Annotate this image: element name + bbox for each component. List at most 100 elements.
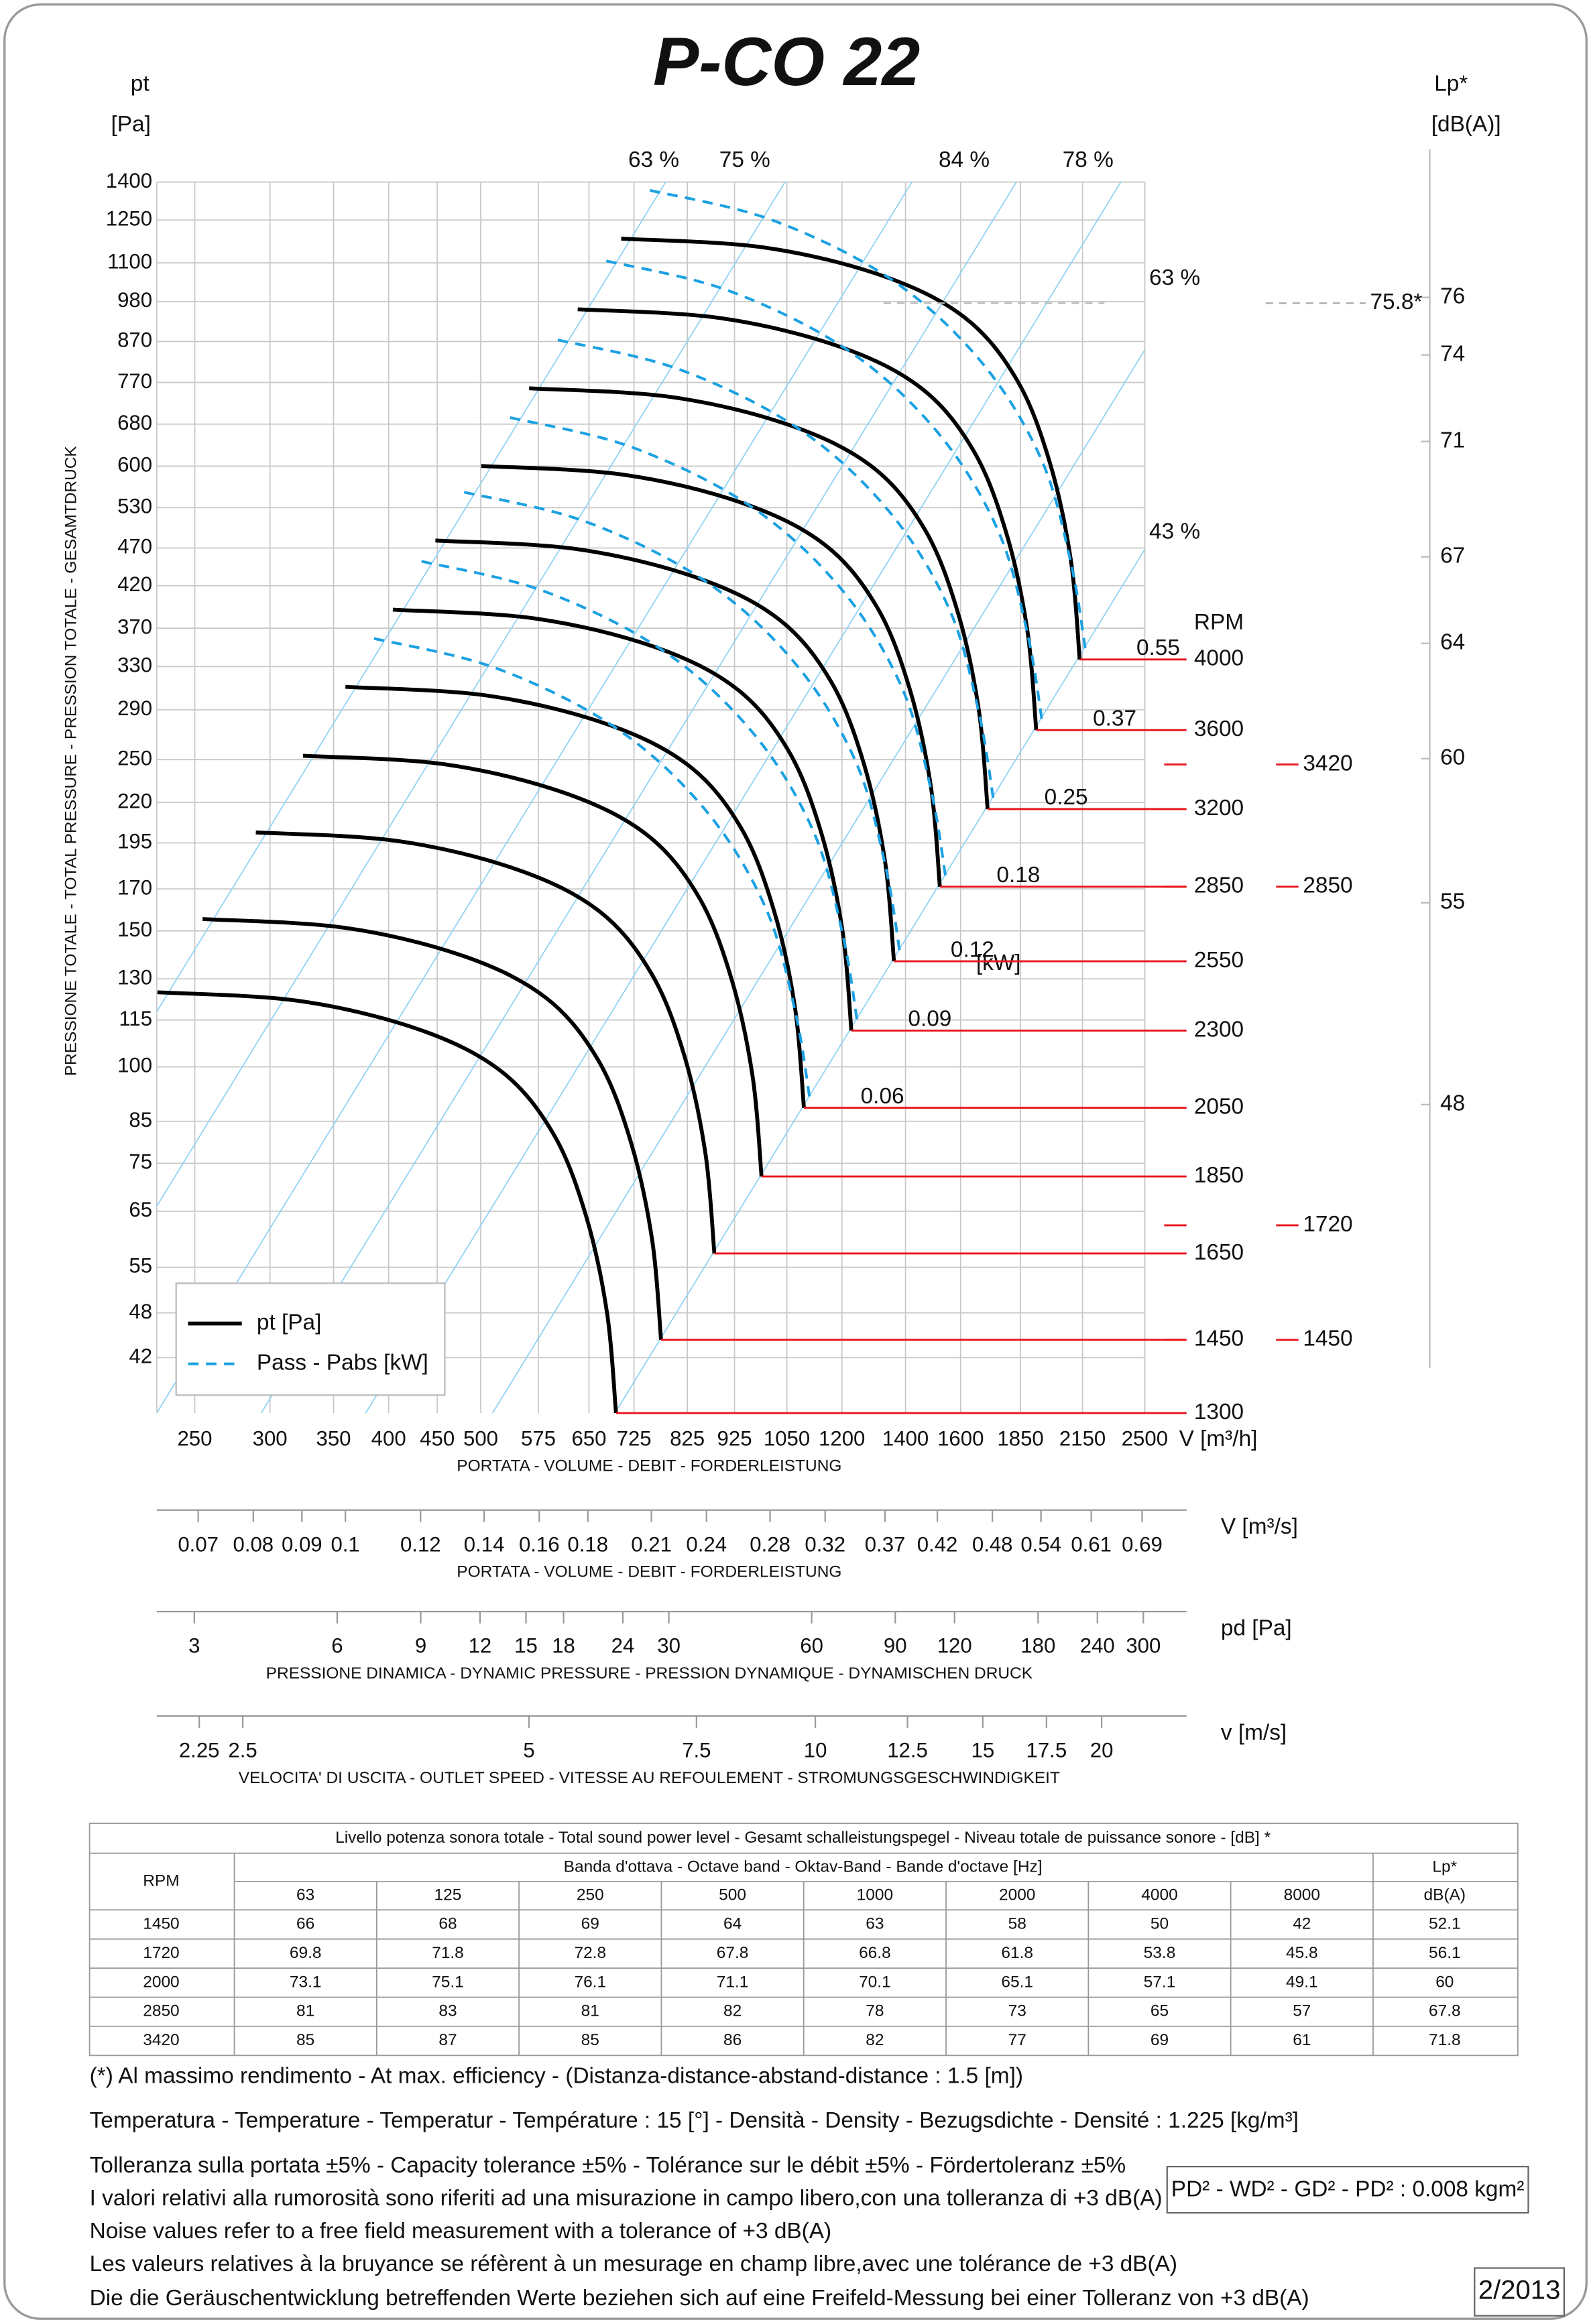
sheet-border <box>3 3 1588 2320</box>
table-cell: 86 <box>723 2031 742 2049</box>
y-tick-label: 870 <box>117 328 152 352</box>
table-cell: 81 <box>581 2002 599 2020</box>
table-cell: Livello potenza sonora totale - Total so… <box>335 1829 1271 1847</box>
table-cell: 66 <box>296 1914 314 1933</box>
rpm-mark-label: 2850 <box>1303 873 1352 898</box>
table-cell: 67.8 <box>717 1944 749 1962</box>
power-curve <box>510 416 948 881</box>
pressure-curve <box>481 464 942 888</box>
scale-tick-label: 0.37 <box>865 1532 906 1556</box>
efficiency-label: 63 % <box>628 147 679 172</box>
pressure-curve <box>345 684 806 1108</box>
x-tick-label: 725 <box>617 1426 652 1450</box>
table-cell: 56.1 <box>1429 1944 1461 1962</box>
scale-tick-label: 12.5 <box>887 1739 928 1762</box>
y-tick-label: 980 <box>117 288 152 312</box>
table-cell: Banda d'ottava - Octave band - Oktav-Ban… <box>564 1857 1043 1876</box>
title: P-CO 22 <box>653 23 920 100</box>
power-curve <box>557 339 996 803</box>
rpm-label: 2300 <box>1194 1017 1244 1042</box>
rpm-label: 4000 <box>1194 646 1244 671</box>
note: Les valeurs relatives à la bruyance se r… <box>90 2252 1177 2276</box>
scale-tick-label: 0.42 <box>917 1532 958 1556</box>
y-tick-label: 370 <box>117 615 152 638</box>
table-cell: 2000 <box>143 1973 179 1991</box>
table-cell: 50 <box>1151 1914 1169 1933</box>
table-cell: 45.8 <box>1286 1944 1318 1962</box>
efficiency-line <box>491 349 1145 1414</box>
power-curve <box>649 188 1087 654</box>
scale-tick-label: 180 <box>1020 1634 1055 1658</box>
table-cell: 78 <box>866 2002 884 2020</box>
table-cell: 1450 <box>143 1914 179 1933</box>
efficiency-label: 78 % <box>1063 147 1114 172</box>
scale-label: pd [Pa] <box>1221 1616 1292 1641</box>
table-cell: 77 <box>1008 2031 1026 2049</box>
scale-tick-label: 2.25 <box>179 1739 220 1762</box>
rpm-label: 3600 <box>1194 717 1244 741</box>
kw-label: 0.55 <box>1136 635 1180 660</box>
pressure-curve <box>435 538 896 962</box>
x-tick-label: 825 <box>670 1426 705 1450</box>
sound-table <box>89 1823 1519 2057</box>
table-cell: 85 <box>581 2031 599 2049</box>
table-cell: 2000 <box>999 1886 1035 1904</box>
table-cell: 4000 <box>1141 1886 1177 1904</box>
table-cell: 61 <box>1293 2031 1311 2049</box>
scale-tick-label: 240 <box>1080 1634 1115 1658</box>
y-tick-label: 42 <box>129 1345 152 1368</box>
y-tick-label: 1400 <box>106 169 152 192</box>
efficiency-label: 43 % <box>1149 519 1200 544</box>
table-cell: 71.1 <box>717 1973 749 1991</box>
table-cell: 73 <box>1008 2002 1026 2020</box>
x-tick-label: 400 <box>371 1426 406 1450</box>
rpm-mark-label: 1450 <box>1303 1327 1352 1351</box>
y-unit: [Pa] <box>111 112 150 137</box>
y-tick-label: 220 <box>117 789 152 812</box>
kw-label: 0.09 <box>908 1007 951 1032</box>
table-cell: 82 <box>866 2031 884 2049</box>
rpm-label: 2550 <box>1194 948 1244 973</box>
scale-tick-label: 7.5 <box>682 1739 711 1762</box>
table-cell: 81 <box>296 2002 314 2020</box>
legend-label: pt [Pa] <box>257 1310 321 1335</box>
y2-tick-label: 67 <box>1440 543 1465 568</box>
y-tick-label: 130 <box>117 965 152 989</box>
inertia-box <box>1166 2166 1529 2214</box>
legend-label: Pass - Pabs [kW] <box>257 1350 428 1375</box>
x-tick-label: 1050 <box>764 1426 810 1450</box>
x-tick-label: 650 <box>571 1426 606 1450</box>
table-cell: 69 <box>1151 2031 1169 2049</box>
pressure-curve <box>202 917 663 1340</box>
y-tick-label: 150 <box>117 918 152 941</box>
scale-tick-label: 0.21 <box>631 1532 672 1556</box>
scale-tick-label: 0.08 <box>233 1532 274 1556</box>
y-tick-label: 195 <box>117 830 152 853</box>
table-cell: 83 <box>438 2002 457 2020</box>
rpm-label: 1300 <box>1194 1400 1244 1424</box>
table-cell: 76.1 <box>574 1973 606 1991</box>
scale-tick-label: 17.5 <box>1026 1739 1067 1762</box>
efficiency-label: 75 % <box>719 147 770 172</box>
x-tick-label: 1400 <box>882 1426 929 1450</box>
table-cell: 60 <box>1435 1973 1454 1991</box>
scale-tick-label: 9 <box>415 1634 426 1658</box>
y-tick-label: 600 <box>117 453 152 477</box>
table-cell: 70.1 <box>859 1973 891 1991</box>
x-tick-label: 2500 <box>1122 1426 1168 1450</box>
kw-label: 0.25 <box>1045 785 1088 810</box>
y-tick-label: 115 <box>119 1007 152 1030</box>
scale-label: v [m/s] <box>1221 1720 1287 1745</box>
scale-tick-label: 0.09 <box>282 1532 322 1556</box>
scale-tick-label: 10 <box>804 1739 827 1762</box>
pressure-curve <box>528 386 990 810</box>
rpm-mark-label: 1720 <box>1303 1212 1352 1237</box>
y-tick-label: 470 <box>117 535 152 558</box>
scale-tick-label: 15 <box>514 1634 538 1658</box>
y2-tick-label: 76 <box>1440 284 1465 308</box>
note: I valori relativi alla rumorosità sono r… <box>90 2186 1163 2211</box>
rpm-unit: RPM <box>1194 610 1244 635</box>
table-cell: 68 <box>438 1914 457 1933</box>
y2-tick-label: 48 <box>1440 1091 1465 1116</box>
table-cell: 63 <box>866 1914 884 1933</box>
